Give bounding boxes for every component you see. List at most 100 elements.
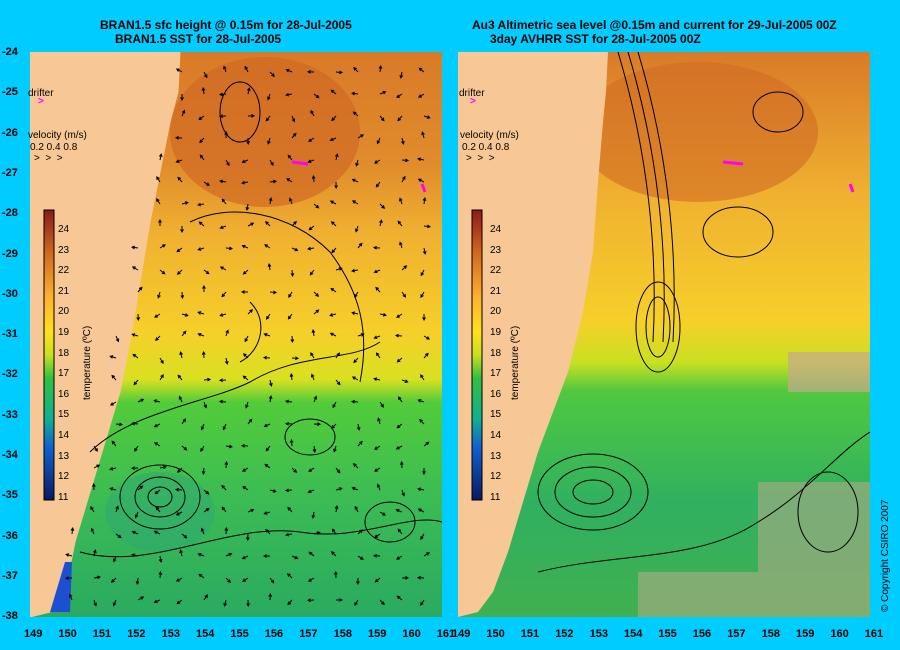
current-arrow (401, 137, 405, 145)
x-tick-label: 160 (402, 628, 421, 640)
current-arrow (181, 109, 186, 117)
current-arrow (351, 91, 359, 96)
current-arrow (330, 89, 337, 95)
x-tick-label: 154 (624, 628, 643, 640)
current-arrow (372, 245, 381, 250)
current-arrow (396, 357, 403, 363)
current-arrow (375, 352, 381, 359)
current-arrow (158, 570, 163, 579)
colorbar-tick-label: 13 (58, 450, 70, 462)
current-arrow (353, 357, 359, 364)
x-tick-label: 158 (761, 628, 780, 640)
current-arrow (115, 422, 124, 427)
current-arrow (202, 284, 206, 293)
x-tick-label: 153 (589, 628, 608, 640)
current-arrow (223, 599, 227, 607)
right-drifter-label: drifter (459, 88, 485, 99)
current-arrow (265, 445, 271, 452)
current-arrow (269, 489, 277, 493)
current-arrow (224, 357, 229, 365)
current-arrow (418, 67, 425, 73)
colorbar-tick-label: 19 (58, 327, 70, 338)
current-arrow (291, 555, 299, 560)
current-arrow (219, 399, 227, 404)
current-arrow (154, 489, 161, 495)
current-arrow (265, 115, 271, 122)
current-arrow (313, 203, 320, 209)
left-velocity-arrows: > > > (34, 153, 63, 164)
current-arrow (357, 529, 364, 535)
current-arrow (179, 351, 183, 359)
current-arrow (289, 438, 294, 447)
y-tick-label: -28 (2, 207, 18, 220)
current-arrow (180, 93, 184, 102)
right-map-panel (458, 52, 870, 617)
colorbar-tick-label: 17 (58, 368, 70, 380)
current-arrow (313, 93, 320, 99)
current-arrow (200, 445, 205, 452)
current-arrow (379, 115, 385, 122)
current-arrow (247, 508, 255, 513)
current-arrow (157, 291, 161, 299)
current-arrow (376, 137, 381, 145)
current-arrow (311, 511, 316, 519)
current-arrow (356, 577, 360, 586)
current-arrow (225, 159, 230, 167)
current-arrow (308, 225, 315, 231)
current-arrow (218, 114, 227, 119)
current-arrow (373, 377, 381, 381)
current-arrow (353, 66, 359, 73)
colorbar-tick-label: 13 (490, 450, 502, 462)
current-arrow (137, 398, 145, 403)
current-arrow (416, 575, 425, 580)
current-arrow (313, 395, 318, 403)
current-arrow (399, 71, 404, 79)
drifter-marker (420, 183, 427, 193)
current-arrow (422, 197, 427, 205)
current-arrow (110, 577, 117, 583)
current-arrow (396, 93, 403, 98)
y-tick-label: -35 (2, 489, 18, 502)
current-arrow (241, 159, 249, 164)
current-arrow (397, 115, 403, 122)
current-arrow (335, 267, 343, 271)
current-arrow (312, 445, 317, 453)
current-arrow (420, 374, 425, 381)
current-arrow (285, 68, 293, 73)
current-arrow (134, 511, 139, 519)
current-arrow (335, 598, 344, 602)
current-arrow (375, 286, 381, 293)
current-arrow (357, 333, 365, 337)
current-arrow (307, 489, 315, 494)
current-arrow (290, 335, 295, 344)
land-australia (458, 52, 608, 617)
left-title-line2: BRAN1.5 SST for 28-Jul-2005 (115, 32, 282, 46)
current-arrow (115, 335, 120, 343)
current-arrow (176, 599, 183, 605)
y-tick-label: -38 (2, 610, 18, 623)
x-tick-label: 153 (161, 628, 180, 640)
colorbar-tick-label: 18 (490, 347, 502, 359)
current-arrow (176, 247, 183, 253)
current-arrow (420, 533, 425, 540)
current-arrow (333, 570, 338, 579)
y-tick-label: -26 (2, 126, 18, 139)
x-tick-label: 157 (299, 628, 318, 640)
current-arrow (373, 159, 381, 164)
current-arrow (379, 599, 385, 606)
current-arrow (91, 482, 96, 491)
current-arrow (374, 533, 381, 539)
current-arrow (287, 599, 293, 606)
current-arrow (398, 396, 403, 403)
current-arrow (221, 506, 227, 513)
current-arrow (357, 440, 363, 447)
current-arrow (422, 313, 426, 322)
current-arrow (154, 442, 161, 447)
current-arrow (423, 224, 431, 229)
current-arrow (399, 460, 404, 469)
current-arrow (130, 421, 139, 426)
current-arrow (379, 90, 387, 95)
left-map-panel (30, 52, 442, 617)
current-arrow (285, 532, 293, 537)
current-arrow (159, 374, 164, 381)
